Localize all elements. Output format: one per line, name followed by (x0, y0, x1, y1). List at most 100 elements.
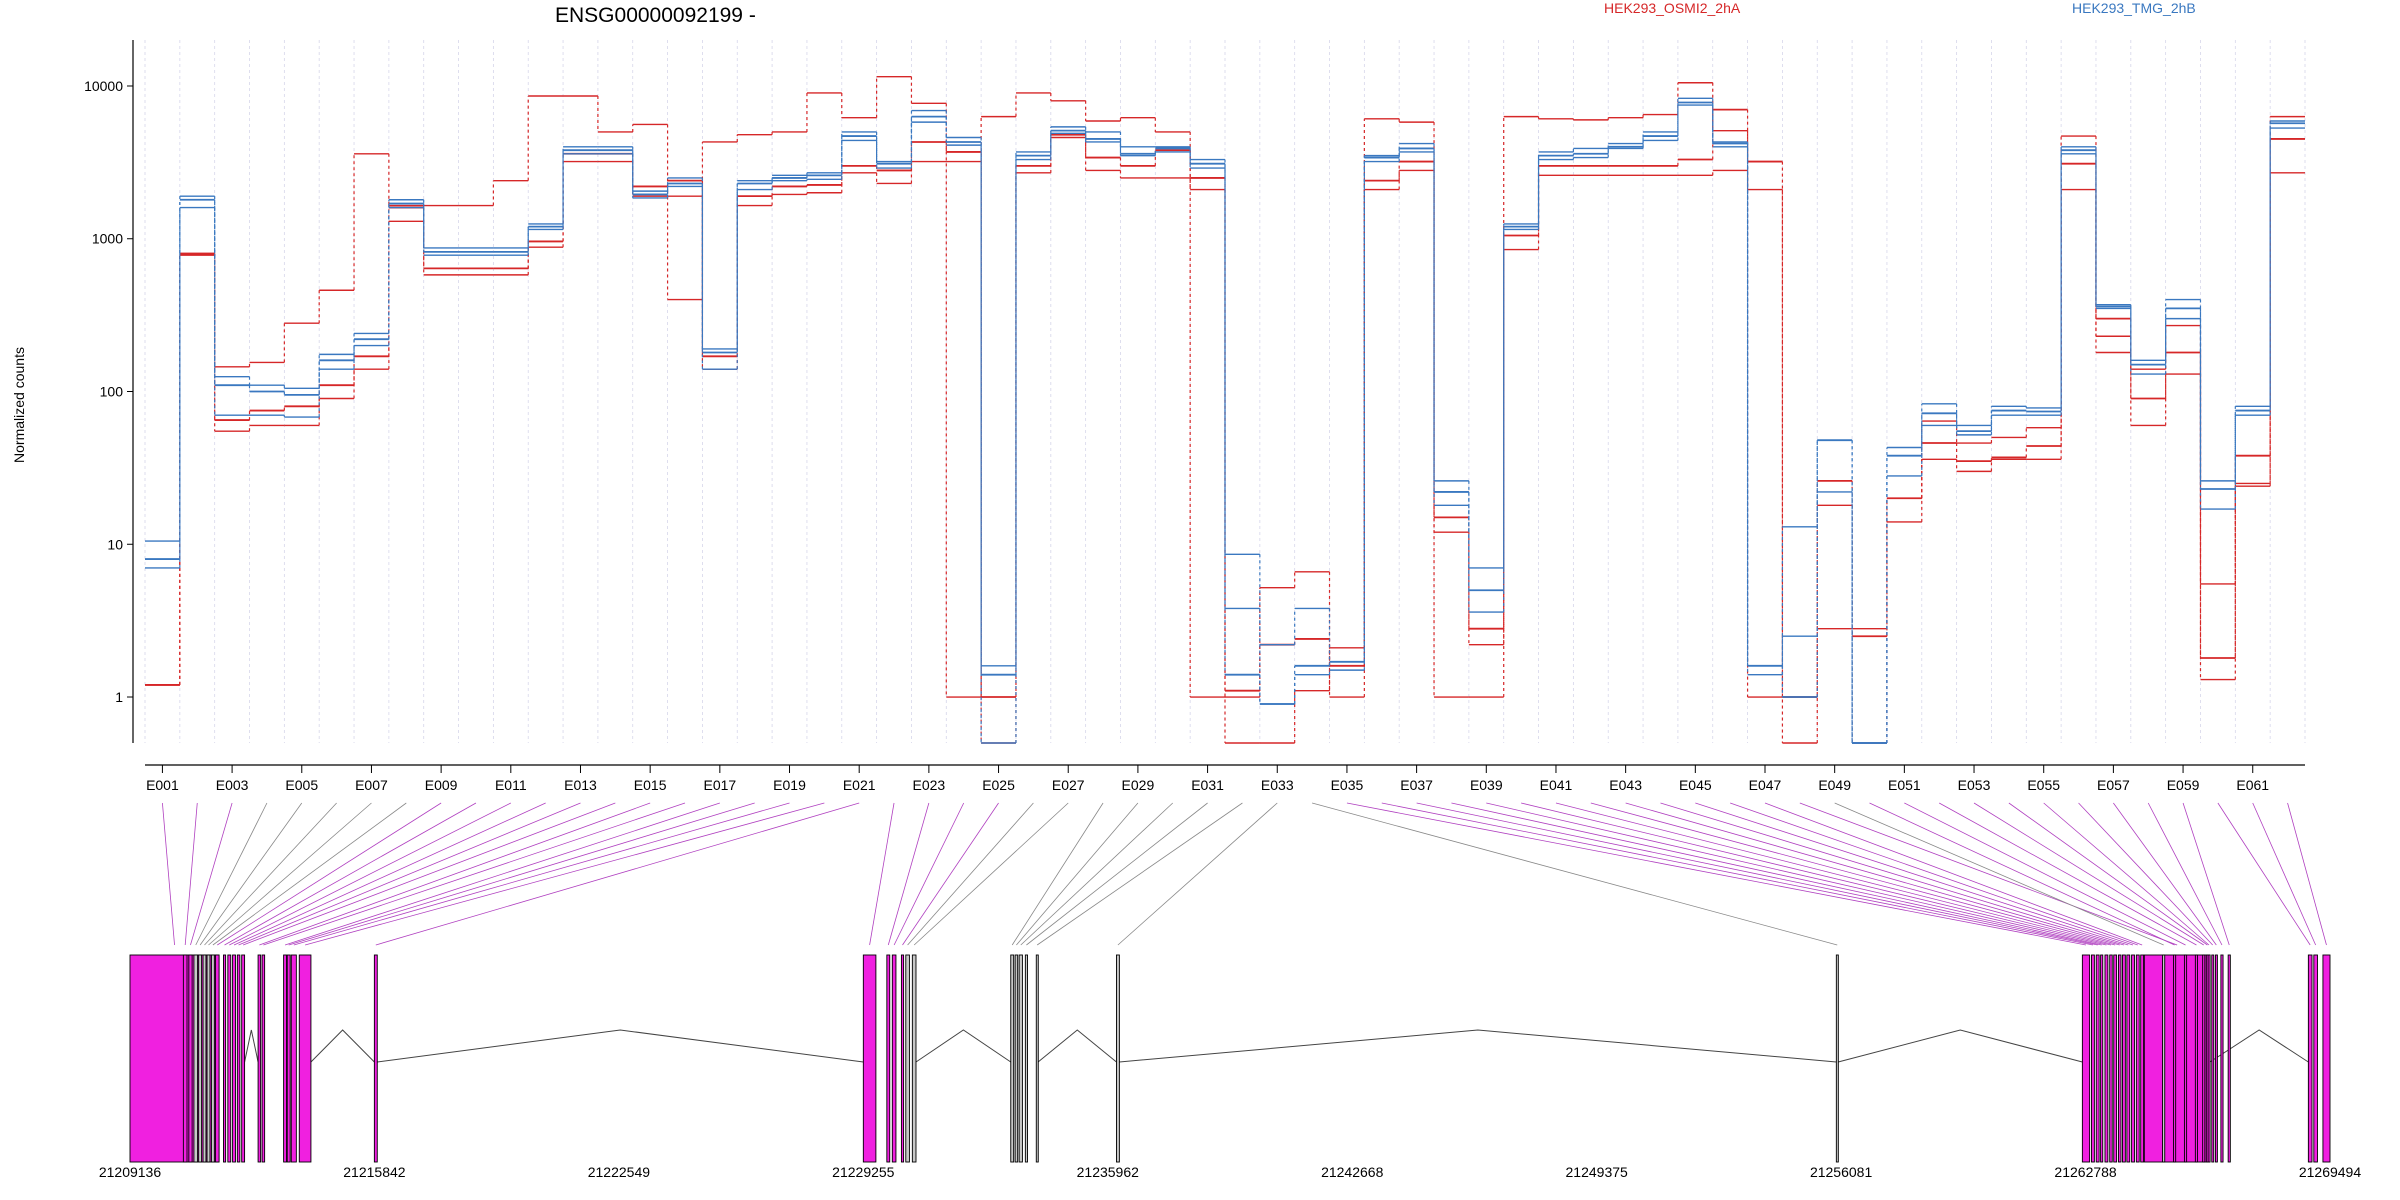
exon-feature (2109, 954, 2113, 1163)
exon-feature (223, 954, 227, 1163)
exon-feature (2143, 954, 2211, 1163)
exon-feature (1024, 954, 1028, 1163)
exon-feature (2081, 954, 2091, 1163)
exon-connector (2113, 802, 2217, 946)
exon-feature (862, 954, 877, 1163)
exon-connector (199, 802, 303, 946)
exon-feature (198, 954, 203, 1163)
exon-feature (2140, 954, 2145, 1163)
exon-tick-label: E031 (1191, 777, 1224, 793)
exon-tick-label: E055 (2027, 777, 2060, 793)
genome-tick-label: 21235962 (1077, 1164, 1140, 1180)
exon-tick-label: E027 (1052, 777, 1085, 793)
exon-connector (204, 802, 337, 946)
exon-feature (257, 954, 262, 1163)
exon-connector (1486, 802, 2107, 946)
genome-tick-label: 21215842 (343, 1164, 406, 1180)
exon-tick-label: E051 (1888, 777, 1921, 793)
exon-feature (2207, 954, 2211, 1163)
exon-connector (1346, 802, 2087, 946)
exon-connector (2182, 802, 2230, 946)
exon-connector (2217, 802, 2311, 946)
exon-tick-label: E025 (982, 777, 1015, 793)
exon-feature (2227, 954, 2231, 1163)
exon-tick-label: E029 (1122, 777, 1155, 793)
exon-tick-label: E013 (564, 777, 597, 793)
exon-feature (2126, 954, 2131, 1163)
chart-title: ENSG00000092199 - (555, 4, 756, 27)
exon-feature (298, 954, 312, 1163)
exon-feature (2095, 954, 2100, 1163)
exon-connector (1764, 802, 2143, 946)
exon-connector (1555, 802, 2116, 946)
exon-feature (1010, 954, 1015, 1163)
exon-tick-label: E001 (146, 777, 179, 793)
y-axis-label: Normalized counts (11, 347, 27, 463)
exon-feature (214, 954, 220, 1163)
exon-feature (2194, 954, 2198, 1163)
exon-tick-label: E003 (216, 777, 249, 793)
exon-tick-label: E017 (703, 777, 736, 793)
exon-connector (869, 802, 895, 946)
exon-connector (1020, 802, 1174, 946)
genome-tick-label: 21222549 (588, 1164, 651, 1180)
y-tick-label: 1 (115, 689, 123, 705)
exon-tick-label: E059 (2167, 777, 2200, 793)
exon-connector (1799, 802, 2178, 946)
exon-feature (188, 954, 193, 1163)
exon-tick-label: E047 (1749, 777, 1782, 793)
exon-feature (206, 954, 211, 1163)
exon-feature (236, 954, 241, 1163)
intron-line (2209, 1029, 2309, 1063)
exon-connector (902, 802, 999, 946)
exon-connector (208, 802, 372, 946)
genome-tick-label: 21249375 (1566, 1164, 1629, 1180)
exon-connector (1904, 802, 2186, 946)
exon-connector (190, 802, 233, 946)
exon-connector (1869, 802, 2175, 946)
exon-connector (1973, 802, 2204, 946)
exon-connector (1117, 802, 1278, 946)
legend-entry-osmi2: HEK293_OSMI2_2hA (1604, 0, 1741, 16)
exon-connector (2078, 802, 2213, 946)
exon-tick-label: E035 (1331, 777, 1364, 793)
exon-feature (290, 954, 297, 1163)
intron-line (244, 1029, 259, 1063)
exon-feature (900, 954, 905, 1163)
gene-model-track (129, 954, 2331, 1163)
intron-line (310, 1029, 375, 1063)
y-tick-label: 10000 (84, 78, 123, 94)
exon-tick-label: E049 (1818, 777, 1851, 793)
intron-line (377, 1029, 864, 1063)
exon-connector (1730, 802, 2138, 946)
exon-connector (212, 802, 407, 946)
exon-connector (1660, 802, 2129, 946)
exon-tick-label: E041 (1540, 777, 1573, 793)
exon-tick-label: E061 (2236, 777, 2269, 793)
exon-feature (261, 954, 266, 1163)
exon-feature (2100, 954, 2104, 1163)
exon-connector (2252, 802, 2317, 946)
exon-feature (2135, 954, 2140, 1163)
exon-connector (1590, 802, 2120, 946)
series-lines (145, 76, 2305, 744)
exon-tick-label: E039 (1470, 777, 1503, 793)
exon-connector (2147, 802, 2223, 946)
exon-connector (195, 802, 268, 946)
exon-connector (162, 802, 175, 946)
exon-tick-label: E015 (634, 777, 667, 793)
exon-feature (2220, 954, 2224, 1163)
exon-feature (286, 954, 291, 1163)
exon-connector (1834, 802, 2164, 946)
exon-feature (2202, 954, 2206, 1163)
exon-feature (2162, 954, 2166, 1163)
exon-feature (2117, 954, 2122, 1163)
genome-tick-label: 21229255 (832, 1164, 895, 1180)
exon-feature (2322, 954, 2331, 1163)
exon-feature (1014, 954, 1019, 1163)
genome-coordinate-labels: 21209136 21215842 21222549 21229255 21235962… (99, 1164, 2362, 1180)
exon-feature (1835, 954, 1839, 1163)
exon-connector (1026, 802, 1208, 946)
exon-connector (2287, 802, 2327, 946)
